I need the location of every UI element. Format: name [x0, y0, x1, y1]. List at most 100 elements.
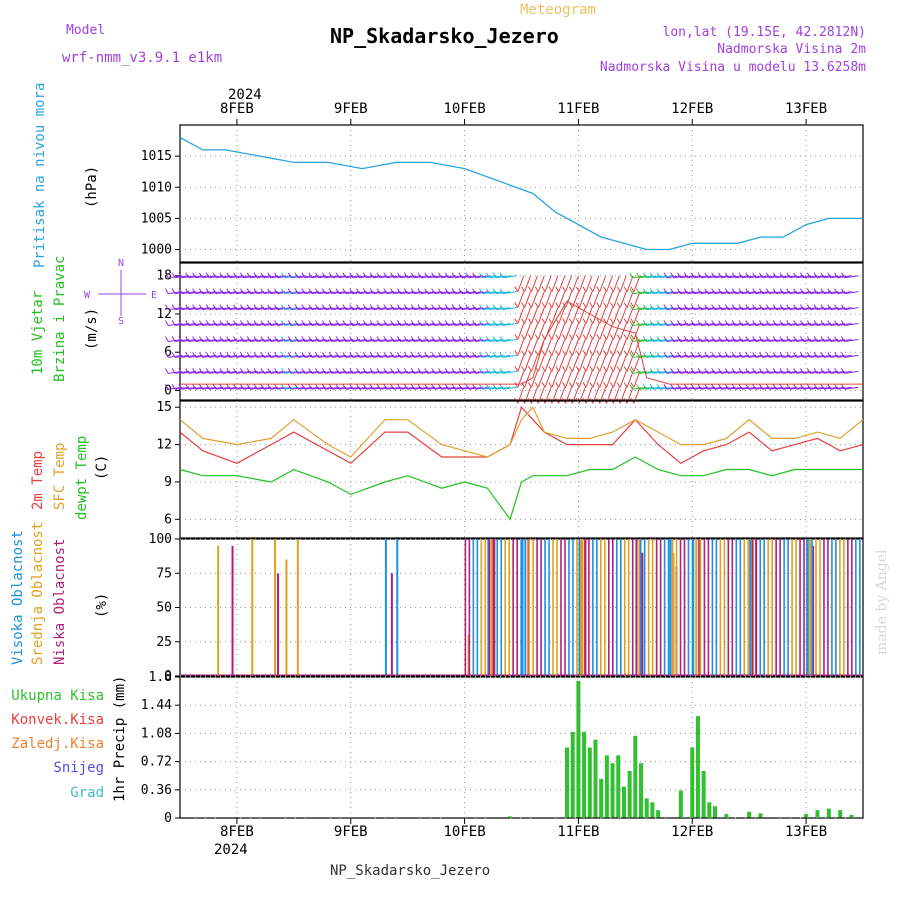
wind-barb — [741, 323, 757, 327]
wind-barb-flag — [521, 302, 526, 308]
wind-barb-flag — [630, 318, 635, 324]
wind-barb — [496, 386, 511, 390]
wind-barb-flag — [656, 352, 661, 358]
cloud-bar — [556, 539, 558, 676]
wind-barb-flag — [301, 383, 306, 390]
wind-barb — [475, 275, 490, 279]
wind-barb-flag — [485, 320, 490, 326]
wind-barb-flag — [521, 366, 526, 372]
wind-barb-flag — [779, 304, 784, 310]
wind-barb-flag — [731, 368, 736, 374]
wind-barb-flag — [541, 366, 546, 372]
wind-barb-flag — [185, 272, 190, 279]
wind-barb-flag — [328, 368, 333, 374]
wind-barb — [393, 291, 408, 295]
wind-barb-flag — [589, 350, 594, 356]
wind-barb-flag — [663, 272, 668, 279]
wind-barb-flag — [219, 336, 224, 342]
wind-barb — [482, 370, 497, 374]
wind-barb — [524, 275, 532, 292]
wind-barb-flag — [724, 288, 729, 294]
wind-barb-flag — [465, 352, 470, 358]
wind-barb-flag — [267, 368, 272, 374]
wind-barb-flag — [759, 304, 763, 310]
wind-barb-flag — [534, 382, 539, 388]
wind-barb — [544, 275, 552, 292]
wind-barb — [284, 275, 299, 279]
wind-barb-flag — [623, 286, 628, 293]
wind-barb — [748, 338, 763, 342]
wind-barb — [721, 386, 736, 390]
cloud-bar — [711, 539, 714, 676]
wind-barb — [571, 355, 579, 372]
wind-barb — [216, 291, 231, 295]
cloud-bar — [516, 539, 518, 676]
wind-barb — [236, 275, 251, 279]
wind-barb — [195, 370, 210, 374]
cloud-bar — [703, 539, 706, 676]
wind-barb-flag — [677, 368, 681, 374]
wind-barb — [796, 386, 811, 390]
model-altitude: Nadmorska Visina u modelu 13.6258m — [600, 60, 866, 75]
wind-barb — [817, 386, 832, 390]
wind-barb-flag — [260, 336, 265, 342]
wind-barb — [209, 275, 224, 279]
wind-barb-flag — [205, 304, 210, 310]
wind-barb — [823, 338, 839, 342]
wind-barb-flag — [534, 350, 539, 356]
wind-barb — [202, 291, 217, 295]
wind-barb-flag — [656, 368, 661, 374]
wind-barb-flag — [555, 382, 560, 388]
wind-barb-flag — [233, 304, 238, 310]
wind-barb-flag — [212, 383, 217, 390]
wind-barb-flag — [528, 350, 532, 356]
wind-barb-flag — [239, 336, 244, 342]
wind-barb-flag — [465, 304, 470, 310]
wind-barb-flag — [548, 334, 553, 340]
wind-barb — [748, 354, 763, 358]
wind-barb — [373, 354, 388, 358]
wind-barb — [687, 307, 702, 311]
wind-barb-flag — [718, 320, 722, 326]
cloud-bar — [803, 539, 805, 676]
wind-barb-flag — [301, 304, 306, 310]
wind-barb — [434, 338, 449, 342]
cloud-bar — [667, 539, 670, 676]
wind-barb-flag — [335, 352, 340, 358]
wind-barb-flag — [274, 304, 278, 310]
wind-barb-flag — [458, 304, 463, 310]
cloud-bar — [795, 539, 797, 676]
wind-barb-flag — [198, 336, 203, 342]
cloud-bar — [663, 539, 666, 676]
wind-barb — [694, 307, 709, 311]
wind-barb-flag — [465, 288, 470, 294]
wind-barb-flag — [800, 272, 804, 279]
wind-barb-flag — [759, 383, 763, 390]
bottom-day-label: 8FEB — [220, 824, 254, 840]
wind-barb — [578, 291, 586, 308]
wind-barb — [168, 338, 183, 342]
wind-barb — [592, 291, 600, 308]
wind-barb-flag — [335, 288, 340, 294]
cloud-bar — [739, 539, 742, 676]
wind-barb — [373, 370, 388, 374]
cloud-bar — [627, 539, 630, 676]
wind-barb-flag — [376, 368, 381, 374]
wind-barb — [195, 323, 210, 327]
wind-barb — [168, 307, 183, 311]
wind-barb-flag — [451, 288, 456, 294]
wind-barb-flag — [630, 382, 635, 388]
wind-barb-flag — [315, 383, 319, 390]
wind-barb — [823, 291, 839, 295]
wind-barb — [707, 370, 722, 374]
wind-barb — [291, 291, 306, 295]
wind-barb-flag — [752, 368, 757, 374]
cloud-bar — [500, 539, 503, 676]
wind-barb — [181, 307, 197, 311]
wind-barb-flag — [603, 334, 607, 340]
wind-barb — [325, 338, 340, 342]
wind-barb — [741, 354, 757, 358]
wind-barb-flag — [444, 288, 449, 294]
cloud-bar — [608, 539, 610, 676]
wind-barb — [352, 291, 367, 295]
